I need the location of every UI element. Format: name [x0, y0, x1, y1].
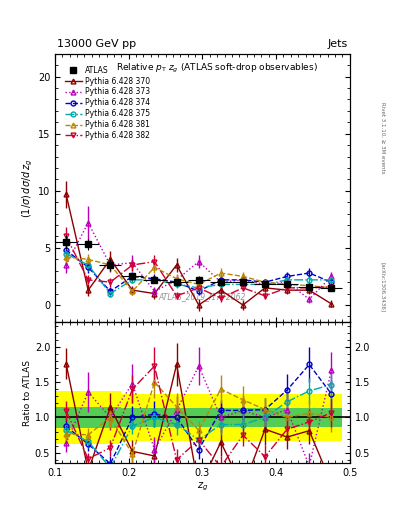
Text: [arXiv:1306.3436]: [arXiv:1306.3436]: [381, 262, 386, 312]
Text: ATLAS_2019_I1772062: ATLAS_2019_I1772062: [159, 292, 246, 301]
Text: Jets: Jets: [327, 38, 348, 49]
Legend: ATLAS, Pythia 6.428 370, Pythia 6.428 373, Pythia 6.428 374, Pythia 6.428 375, P: ATLAS, Pythia 6.428 370, Pythia 6.428 37…: [65, 66, 151, 140]
Text: Relative $p_{\mathrm{T}}$ $z_g$ (ATLAS soft-drop observables): Relative $p_{\mathrm{T}}$ $z_g$ (ATLAS s…: [116, 62, 318, 75]
Y-axis label: Ratio to ATLAS: Ratio to ATLAS: [23, 360, 32, 426]
Y-axis label: $(1/\sigma)\,d\sigma/d\,z_g$: $(1/\sigma)\,d\sigma/d\,z_g$: [20, 158, 35, 218]
Text: Rivet 3.1.10, ≥ 3M events: Rivet 3.1.10, ≥ 3M events: [381, 102, 386, 174]
X-axis label: $z_g$: $z_g$: [197, 481, 208, 494]
Text: 13000 GeV pp: 13000 GeV pp: [57, 38, 136, 49]
